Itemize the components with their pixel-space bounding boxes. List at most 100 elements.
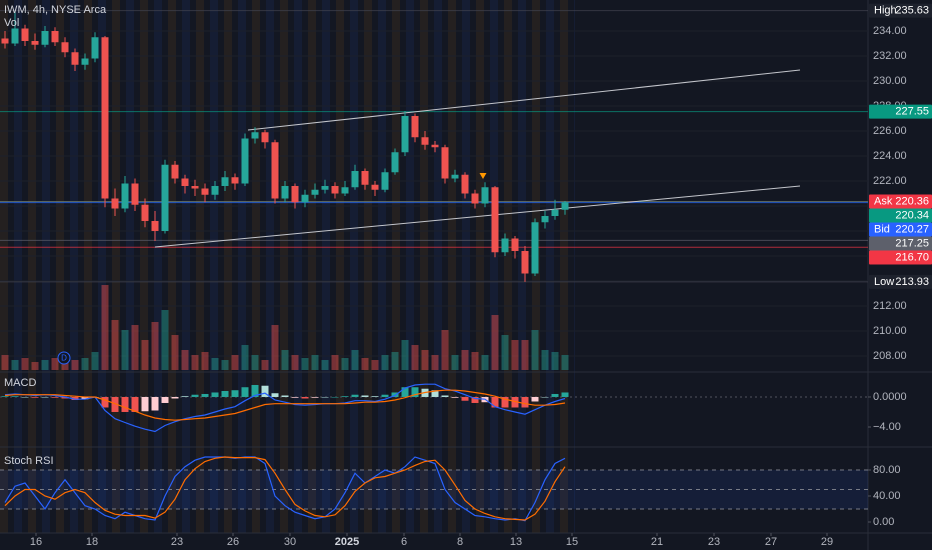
y-tick-label: 0.00 <box>873 516 894 528</box>
volume-bar <box>501 335 509 370</box>
x-tick-label: 30 <box>284 536 296 548</box>
volume-bar <box>131 325 139 370</box>
candle-body <box>441 147 449 179</box>
volume-bar <box>541 350 549 370</box>
volume-bar <box>371 360 379 370</box>
volume-bar <box>11 360 19 370</box>
macd-histogram-bar <box>471 396 479 403</box>
macd-histogram-bar <box>261 385 269 397</box>
macd-histogram-bar <box>371 396 379 397</box>
price-badge <box>869 194 932 209</box>
candle-body <box>131 183 139 205</box>
stoch-line <box>4 456 566 522</box>
candle-body <box>491 187 499 253</box>
macd-histogram-bar <box>81 396 89 400</box>
volume-bar <box>1 355 9 370</box>
y-tick-label: 212.00 <box>873 300 907 312</box>
macd-histogram-bar <box>41 396 49 398</box>
volume-bar <box>211 358 219 370</box>
macd-histogram-bar <box>201 393 209 397</box>
y-tick-label: 208.00 <box>873 350 907 362</box>
macd-histogram-bar <box>221 390 229 397</box>
volume-bar <box>381 355 389 370</box>
candle-body <box>291 186 299 203</box>
volume-bar <box>201 352 209 370</box>
volume-bar <box>171 335 179 370</box>
macd-histogram-bar <box>531 396 539 402</box>
volume-bar <box>51 358 59 370</box>
macd-histogram-bar <box>291 396 299 398</box>
volume-bar <box>421 350 429 370</box>
macd-histogram-bar <box>341 396 349 397</box>
chart-title: IWM, 4h, NYSE Arca <box>4 4 107 16</box>
macd-histogram-bar <box>111 396 119 412</box>
macd-histogram-bar <box>61 396 69 399</box>
volume-bar <box>281 350 289 370</box>
stoch-title: Stoch RSI <box>4 455 54 467</box>
volume-bar <box>341 358 349 370</box>
candle-body <box>341 187 349 194</box>
candle-body <box>181 178 189 186</box>
macd-histogram-bar <box>1 396 9 397</box>
candle-body <box>261 132 269 143</box>
macd-histogram-bar <box>151 396 159 411</box>
y-tick-label: 0.0000 <box>873 391 907 403</box>
volume-bar <box>141 340 149 370</box>
x-tick-label: 27 <box>765 536 777 548</box>
macd-histogram-bar <box>451 396 459 398</box>
price-badge-value: 220.36 <box>895 195 929 207</box>
candle-body <box>271 142 279 199</box>
price-badge-value: 217.25 <box>895 237 929 249</box>
candle-body <box>331 186 339 194</box>
candle-body <box>561 202 569 210</box>
volume-bar <box>331 355 339 370</box>
candle-body <box>321 186 329 190</box>
volume-bar <box>441 330 449 370</box>
volume-bar <box>91 352 99 370</box>
macd-histogram-bar <box>141 396 149 412</box>
macd-histogram-bar <box>231 390 239 397</box>
candle-body <box>61 42 69 53</box>
x-tick-label: 18 <box>86 536 98 548</box>
candle-body <box>401 116 409 153</box>
macd-histogram-bar <box>211 392 219 397</box>
macd-histogram-bar <box>441 395 449 397</box>
macd-histogram-bar <box>491 396 499 408</box>
x-tick-label: 8 <box>457 536 463 548</box>
macd-histogram-bar <box>401 387 409 397</box>
candle-body <box>231 177 239 184</box>
volume-bar <box>291 355 299 370</box>
candle-body <box>311 189 319 195</box>
macd-histogram-bar <box>391 392 399 397</box>
price-badge-tag: Bid <box>874 223 890 235</box>
candle-body <box>11 28 19 44</box>
volume-bar <box>231 355 239 370</box>
macd-histogram-bar <box>551 393 559 397</box>
y-tick-label: 226.00 <box>873 125 907 137</box>
volume-bar <box>491 315 499 370</box>
macd-histogram-bar <box>411 387 419 397</box>
x-tick-label: 13 <box>510 536 522 548</box>
macd-histogram-bar <box>171 396 179 399</box>
x-tick-label: 23 <box>171 536 183 548</box>
volume-bar <box>151 322 159 370</box>
volume-bar <box>431 355 439 370</box>
macd-histogram-bar <box>521 396 529 408</box>
volume-bar <box>31 362 39 370</box>
volume-bar <box>531 330 539 370</box>
macd-histogram-bar <box>511 396 519 408</box>
y-tick-label: 80.00 <box>873 464 901 476</box>
volume-bar <box>71 360 79 370</box>
volume-bar <box>241 345 249 370</box>
x-tick-label: 15 <box>566 536 578 548</box>
candle-body <box>371 184 379 190</box>
candle-body <box>451 174 459 179</box>
candle-body <box>301 194 309 203</box>
candle-body <box>241 138 249 184</box>
candle-body <box>111 198 119 209</box>
volume-bar <box>551 352 559 370</box>
x-tick-label: 26 <box>227 536 239 548</box>
price-badge <box>869 250 932 265</box>
macd-histogram-bar <box>21 396 29 398</box>
macd-title: MACD <box>4 377 36 389</box>
